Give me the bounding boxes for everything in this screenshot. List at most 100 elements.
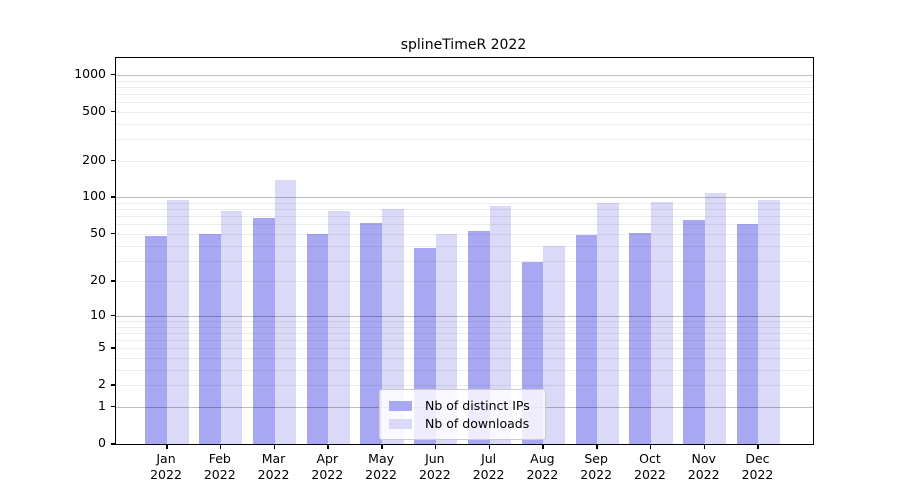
bar-downloads-oct: [650, 201, 673, 444]
x-tick-mark-feb: [219, 445, 222, 449]
legend-label-distinct-ips: Nb of distinct IPs: [425, 398, 530, 413]
bar-distinct-ips-jan: [145, 236, 167, 444]
bar-distinct-ips-dec: [736, 223, 759, 444]
bar-distinct-ips-nov: [683, 220, 705, 444]
x-tick-label-mar: Mar 2022: [257, 451, 290, 482]
legend-swatch-downloads: [389, 418, 412, 429]
gridline-100: [116, 197, 813, 199]
gridline-5: [116, 348, 813, 350]
x-tick-mark-jun: [434, 445, 437, 449]
x-tick-label-dec: Dec 2022: [741, 451, 774, 482]
x-tick-label-feb: Feb 2022: [203, 451, 236, 482]
gridline-50: [116, 233, 813, 235]
legend-swatch-distinct-ips: [389, 400, 412, 411]
gridline-9: [116, 321, 813, 322]
legend-label-downloads: Nb of downloads: [425, 416, 530, 431]
gridline-10: [116, 315, 813, 317]
y-tick-mark-20: [111, 280, 115, 282]
y-tick-label-50: 50: [90, 224, 106, 240]
legend-item-downloads: Nb of downloads: [380, 415, 545, 432]
gridline-1000: [116, 74, 813, 76]
gridline-8: [116, 326, 813, 328]
y-tick-label-2: 2: [98, 376, 106, 392]
x-tick-label-aug: Aug 2022: [526, 451, 559, 482]
gridline-7: [116, 332, 813, 334]
y-tick-label-0: 0: [98, 435, 106, 450]
x-tick-label-jan: Jan 2022: [150, 451, 182, 482]
gridline-300: [116, 139, 813, 141]
bar-distinct-ips-feb: [199, 233, 221, 444]
x-tick-label-nov: Nov 2022: [687, 451, 720, 482]
y-tick-label-20: 20: [90, 272, 106, 288]
bar-distinct-ips-mar: [252, 217, 275, 444]
x-tick-label-sep: Sep 2022: [580, 451, 613, 482]
y-tick-mark-2: [111, 384, 115, 386]
gridline-500: [116, 111, 813, 113]
x-tick-mark-jan: [166, 445, 168, 449]
y-tick-mark-1000: [111, 73, 115, 76]
gridline-400: [116, 123, 813, 125]
x-tick-mark-jul: [488, 445, 491, 449]
y-tick-label-100: 100: [82, 188, 106, 204]
x-tick-mark-nov: [703, 445, 706, 449]
bar-downloads-dec: [758, 200, 781, 444]
gridline-200: [116, 160, 813, 162]
x-tick-mark-apr: [327, 445, 329, 449]
bar-downloads-feb: [220, 210, 243, 444]
bar-downloads-aug: [543, 245, 565, 444]
gridline-60: [116, 224, 813, 226]
y-tick-mark-50: [111, 232, 115, 235]
gridline-800: [116, 86, 813, 88]
x-tick-mark-sep: [596, 445, 598, 449]
plot-area: Nb of distinct IPs Nb of downloads: [115, 57, 814, 445]
x-tick-mark-dec: [757, 445, 759, 449]
y-tick-label-1000: 1000: [74, 65, 106, 81]
gridline-40: [116, 245, 813, 247]
chart-title: splineTimeR 2022: [400, 37, 527, 53]
x-tick-label-apr: Apr 2022: [311, 451, 344, 482]
gridline-3: [116, 369, 813, 371]
y-tick-label-200: 200: [82, 151, 106, 167]
y-tick-label-1: 1: [98, 397, 106, 413]
bar-distinct-ips-sep: [575, 235, 598, 444]
gridline-900: [116, 80, 813, 82]
y-tick-mark-500: [111, 110, 115, 113]
y-tick-mark-0: [111, 443, 115, 445]
legend: Nb of distinct IPs Nb of downloads: [379, 389, 546, 440]
y-tick-mark-10: [111, 314, 115, 317]
gridline-600: [116, 102, 813, 104]
bar-downloads-jan: [167, 200, 189, 444]
gridline-4: [116, 358, 813, 360]
y-tick-mark-200: [111, 159, 115, 162]
x-tick-label-jun: Jun 2022: [418, 451, 451, 482]
bar-downloads-may: [382, 208, 404, 444]
legend-item-distinct-ips: Nb of distinct IPs: [380, 397, 545, 414]
bar-distinct-ips-oct: [629, 232, 651, 444]
y-tick-label-500: 500: [82, 102, 106, 118]
x-tick-mark-may: [381, 445, 383, 449]
gridline-6: [116, 340, 813, 342]
gridline-30: [116, 260, 813, 262]
x-tick-label-oct: Oct 2022: [634, 451, 666, 482]
bar-downloads-nov: [704, 192, 727, 444]
x-tick-mark-oct: [649, 445, 652, 449]
y-tick-label-5: 5: [98, 339, 106, 355]
x-tick-label-may: May 2022: [365, 451, 397, 482]
gridline-2: [116, 385, 813, 387]
x-tick-label-jul: Jul 2022: [472, 451, 505, 482]
y-tick-mark-5: [111, 347, 115, 349]
bar-downloads-mar: [274, 180, 297, 444]
y-tick-label-10: 10: [90, 306, 106, 322]
bar-downloads-apr: [328, 210, 350, 444]
x-tick-mark-aug: [542, 445, 544, 449]
gridline-80: [116, 209, 813, 211]
bar-distinct-ips-apr: [306, 233, 329, 444]
bar-downloads-sep: [597, 203, 619, 444]
bar-downloads-jul: [489, 206, 512, 444]
gridline-90: [116, 203, 813, 205]
y-tick-mark-100: [111, 196, 115, 198]
bar-distinct-ips-may: [360, 222, 383, 444]
gridline-20: [116, 281, 813, 283]
gridline-70: [116, 216, 813, 218]
